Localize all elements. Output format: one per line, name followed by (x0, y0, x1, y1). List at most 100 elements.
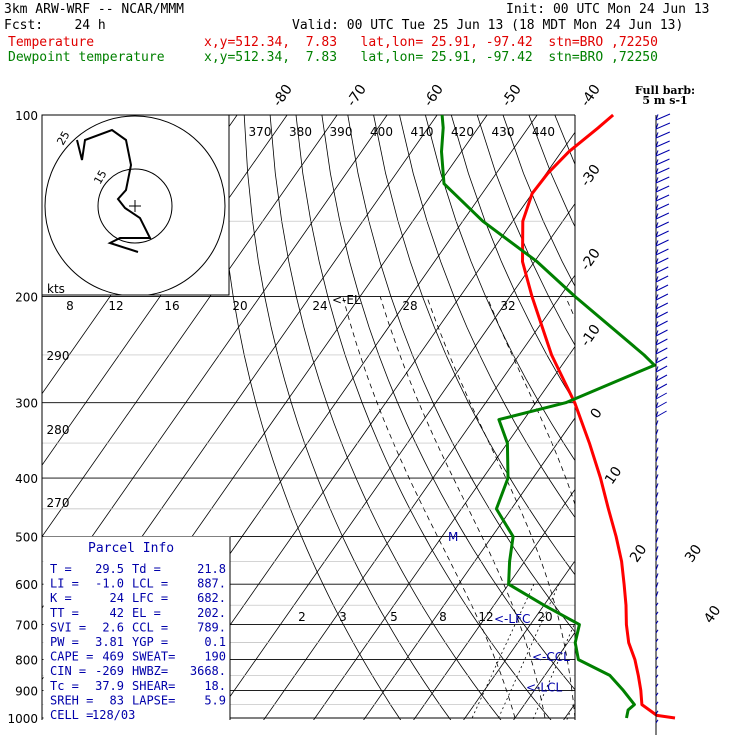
wind-barb (655, 602, 659, 607)
theta-label: 370 (249, 125, 272, 139)
wind-barb (655, 564, 659, 571)
mixing-ratio-line (634, 584, 691, 731)
mixing-ratio-line (470, 584, 535, 720)
pressure-tick-label: 900 (15, 684, 38, 698)
isotherm-line (606, 115, 740, 731)
wind-barb (655, 320, 668, 328)
dry-adiabat (607, 115, 740, 731)
mixing-ratio-label: 20 (537, 610, 552, 624)
parcel-info-key: T = (50, 562, 72, 576)
wind-barb (655, 159, 659, 166)
theta-label: 290 (47, 349, 70, 363)
parcel-info-key: CCL = (132, 620, 168, 634)
parcel-info-box: Parcel Info T = 29.5 Td = 21.8 LI = -1.0 LCL = 8… (43, 536, 231, 724)
isotherm-label: -30 (578, 162, 604, 190)
isotherm-label: -60 (421, 82, 447, 110)
wind-barb (655, 275, 669, 283)
isotherm-label: -80 (270, 82, 296, 110)
wind-barb (655, 410, 667, 418)
wind-barb (655, 501, 659, 508)
wind-barb (655, 176, 670, 184)
wind-barb (655, 248, 669, 256)
mixing-ratio-label: 2 (298, 610, 306, 624)
parcel-info-value: 37.9 (95, 679, 124, 693)
parcel-info-value: 0.1 (204, 635, 226, 649)
wind-barb (655, 348, 659, 355)
wind-barb (655, 438, 659, 445)
init-time: Init: 00 UTC Mon 24 Jun 13 (506, 2, 710, 17)
wind-barb (655, 267, 659, 274)
isotherm-label: 10 (602, 464, 625, 488)
parcel-info-key: CAPE = (50, 650, 93, 664)
wind-barb (655, 465, 659, 472)
dry-adiabat (450, 115, 575, 404)
parcel-info-key: SREH = (50, 693, 93, 707)
wind-barb (655, 168, 659, 175)
wind-barb (655, 302, 669, 310)
wind-barb (655, 638, 659, 643)
wind-barb (655, 329, 668, 337)
temperature-profile (521, 113, 676, 720)
isotherm-label: 30 (682, 542, 705, 566)
parcel-info-value: 190 (204, 650, 226, 664)
wind-barb (655, 177, 659, 184)
isotherm-label: -10 (578, 322, 604, 350)
wind-barb (655, 285, 659, 292)
wind-barb (655, 591, 659, 598)
wind-barb (655, 230, 669, 238)
wind-barb (655, 122, 671, 130)
parcel-info-value: 24 (110, 591, 124, 605)
mixing-ratio-line (532, 621, 575, 720)
dry-adiabat (658, 115, 740, 731)
hodograph-ring-label: 15 (91, 168, 109, 187)
parcel-info-key: SHEAR= (132, 679, 175, 693)
parcel-info-key: YGP = (132, 635, 168, 649)
isotherm-label: 20 (627, 542, 650, 566)
wind-barb (655, 203, 670, 211)
dry-adiabat (295, 115, 552, 720)
wind-barb (655, 492, 659, 499)
dry-adiabat (684, 115, 740, 731)
dry-adiabat (476, 115, 575, 346)
parcel-info-value: 5.9 (204, 693, 226, 707)
temperature-legend-info: x,y=512.34, 7.83 lat,lon= 25.91, -97.42 … (204, 35, 658, 50)
parcel-info-key: LCL = (132, 577, 168, 591)
dry-adiabat (502, 115, 575, 288)
parcel-info-key: EL = (132, 606, 161, 620)
dry-adiabat (321, 115, 575, 691)
wind-barb (655, 456, 659, 463)
wind-barb (655, 573, 659, 580)
parcel-info-key: LI = (50, 577, 79, 591)
parcel-info-key: HWBZ= (132, 664, 168, 678)
wind-barb (655, 158, 670, 166)
parcel-info-value: 83 (110, 693, 124, 707)
wind-barb (655, 357, 659, 364)
wind-barb (655, 149, 670, 157)
wind-barb (655, 123, 659, 130)
wind-barb (655, 411, 659, 418)
parcel-info-value: 3.81 (95, 635, 124, 649)
wind-barb (655, 249, 659, 256)
wind-barb (655, 392, 668, 400)
wind-barb (655, 266, 669, 274)
mixing-ratio-label: 5 (390, 610, 398, 624)
mixing-ratio-label: 3 (339, 610, 347, 624)
theta-label: 380 (289, 125, 312, 139)
mixing-ratio-label: 8 (439, 610, 447, 624)
pressure-tick-label: 300 (15, 397, 38, 411)
dry-adiabat (347, 115, 575, 633)
wind-barb (655, 239, 669, 247)
wind-barb (655, 555, 659, 562)
theta-label: 270 (47, 496, 70, 510)
wind-barb (655, 303, 659, 310)
wind-barb (655, 420, 659, 427)
mixing-ratio-label: 12 (478, 610, 493, 624)
isotherm-line (42, 115, 338, 538)
mixing-ratio-line (497, 584, 560, 720)
wind-barb (655, 692, 659, 697)
hodograph-speed-tick: 8 (66, 299, 74, 313)
wind-barb (655, 683, 659, 688)
wind-barb (655, 656, 659, 661)
wind-barb (655, 258, 659, 265)
